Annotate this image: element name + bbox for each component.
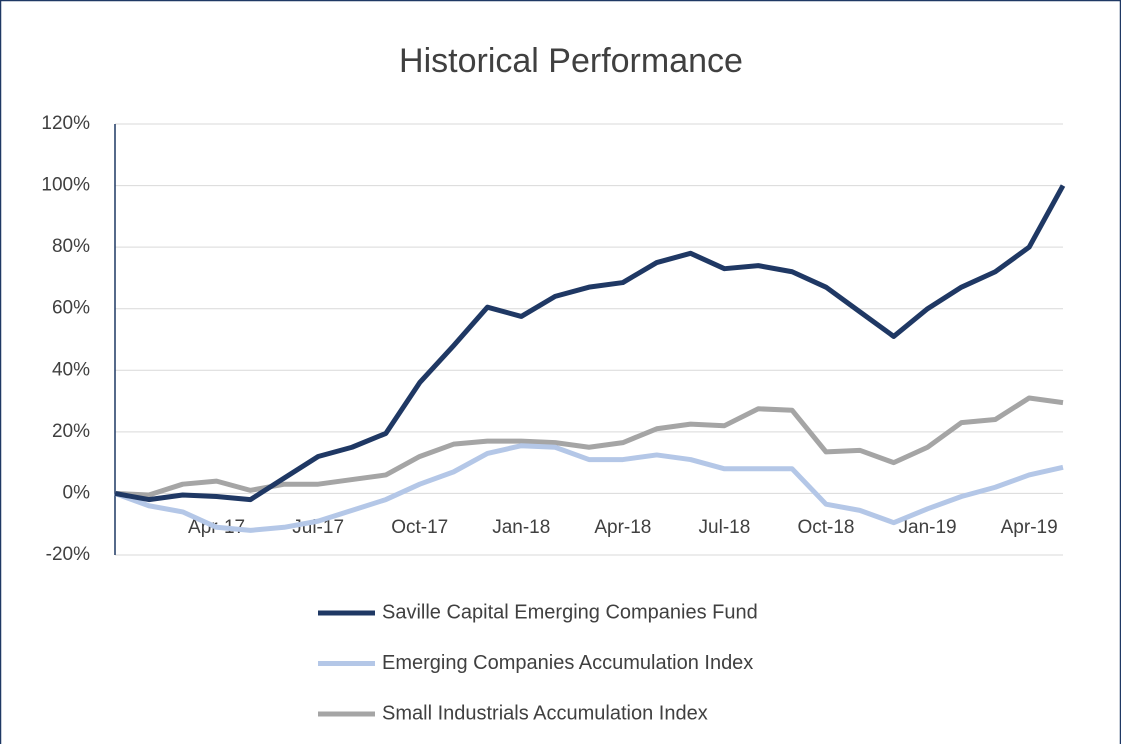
x-tick-label: Oct-18 [797, 517, 854, 538]
legend-label: Small Industrials Accumulation Index [382, 702, 708, 724]
chart-title: Historical Performance [399, 42, 743, 80]
x-tick-label: Oct-17 [391, 517, 448, 538]
y-tick-label: 40% [52, 359, 90, 380]
y-tick-label: 100% [41, 175, 90, 196]
x-tick-label: Jan-18 [492, 517, 550, 538]
y-tick-label: 120% [41, 113, 90, 134]
y-tick-label: 80% [52, 236, 90, 257]
x-tick-label: Jan-19 [899, 517, 957, 538]
x-tick-label: Apr-19 [1001, 517, 1058, 538]
series-line [114, 184, 1066, 503]
x-tick-label: Apr-18 [594, 517, 651, 538]
series-line [114, 443, 1064, 533]
y-tick-label: 60% [52, 298, 90, 319]
x-tick-label: Jul-18 [699, 517, 751, 538]
legend-label: Emerging Companies Accumulation Index [382, 652, 753, 674]
y-tick-label: -20% [46, 544, 90, 565]
y-tick-label: 20% [52, 421, 90, 442]
y-tick-label: 0% [63, 482, 91, 503]
legend-label: Saville Capital Emerging Companies Fund [382, 601, 758, 623]
